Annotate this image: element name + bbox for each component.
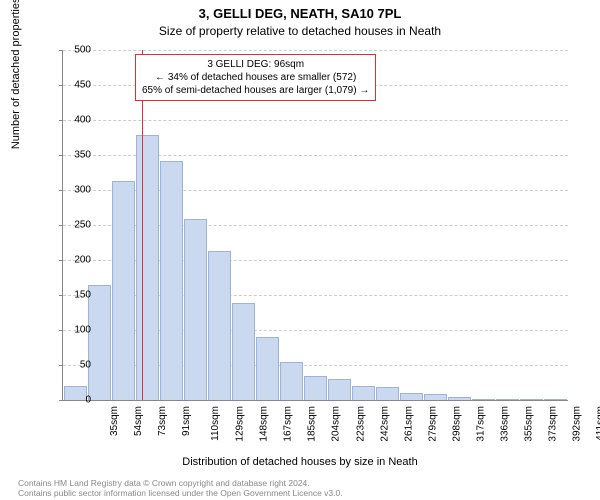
histogram-bar <box>160 161 183 400</box>
y-tick-label: 350 <box>51 150 91 161</box>
bars-container <box>63 50 568 400</box>
y-tick-label: 250 <box>51 220 91 231</box>
histogram-bar <box>280 362 303 401</box>
footer-line1: Contains HM Land Registry data © Crown c… <box>18 478 343 488</box>
annotation-callout: 3 GELLI DEG: 96sqm ← 34% of detached hou… <box>135 54 376 101</box>
histogram-bar <box>232 303 255 400</box>
y-tick-label: 200 <box>51 255 91 266</box>
x-axis-title: Distribution of detached houses by size … <box>0 456 600 468</box>
histogram-bar <box>208 251 231 400</box>
property-marker-line <box>142 50 143 400</box>
histogram-bar <box>400 393 423 400</box>
annotation-line1: 3 GELLI DEG: 96sqm <box>142 58 369 71</box>
annotation-line2: ← 34% of detached houses are smaller (57… <box>142 71 369 84</box>
y-tick-label: 300 <box>51 185 91 196</box>
x-tick-label: 204sqm <box>331 406 342 442</box>
footer-attribution: Contains HM Land Registry data © Crown c… <box>18 478 343 498</box>
x-tick-label: 91sqm <box>181 406 192 436</box>
x-tick-label: 110sqm <box>210 406 221 441</box>
x-tick-label: 54sqm <box>133 406 144 436</box>
y-tick-label: 0 <box>51 395 91 406</box>
x-tick-label: 392sqm <box>572 406 583 442</box>
x-tick-label: 148sqm <box>259 406 270 442</box>
histogram-bar <box>328 379 351 400</box>
y-tick-label: 450 <box>51 80 91 91</box>
histogram-bar <box>496 399 519 400</box>
histogram-bar <box>448 397 471 400</box>
histogram-bar <box>184 219 207 400</box>
x-tick-label: 298sqm <box>451 406 462 442</box>
x-tick-label: 336sqm <box>499 406 510 442</box>
x-tick-label: 279sqm <box>427 406 438 442</box>
histogram-bar <box>424 394 447 400</box>
x-tick-label: 317sqm <box>475 406 486 442</box>
y-tick-label: 50 <box>51 360 91 371</box>
x-tick-label: 411sqm <box>595 406 600 441</box>
y-tick-label: 150 <box>51 290 91 301</box>
histogram-bar <box>136 135 159 400</box>
y-axis-title: Number of detached properties <box>10 0 22 149</box>
x-tick-label: 261sqm <box>403 406 414 442</box>
x-tick-label: 129sqm <box>235 406 246 442</box>
x-tick-label: 355sqm <box>523 406 534 442</box>
histogram-bar <box>352 386 375 400</box>
y-tick-label: 100 <box>51 325 91 336</box>
chart-plot-area: 35sqm54sqm73sqm91sqm110sqm129sqm148sqm16… <box>62 50 568 401</box>
x-tick-label: 167sqm <box>283 406 294 442</box>
y-tick-label: 500 <box>51 45 91 56</box>
chart-title-main: 3, GELLI DEG, NEATH, SA10 7PL <box>0 6 600 21</box>
histogram-bar <box>304 376 327 401</box>
annotation-line3: 65% of semi-detached houses are larger (… <box>142 84 369 97</box>
x-tick-label: 373sqm <box>547 406 558 442</box>
x-tick-label: 223sqm <box>355 406 366 442</box>
footer-line2: Contains public sector information licen… <box>18 488 343 498</box>
histogram-bar <box>256 337 279 400</box>
histogram-bar <box>472 399 495 400</box>
histogram-bar <box>520 399 543 400</box>
histogram-bar <box>544 399 567 400</box>
x-tick-label: 73sqm <box>157 406 168 436</box>
x-tick-label: 35sqm <box>109 406 120 436</box>
histogram-bar <box>112 181 135 400</box>
histogram-bar <box>88 285 111 401</box>
histogram-bar <box>376 387 399 400</box>
x-tick-label: 185sqm <box>307 406 318 442</box>
y-tick-label: 400 <box>51 115 91 126</box>
x-tick-label: 242sqm <box>379 406 390 442</box>
chart-title-sub: Size of property relative to detached ho… <box>0 24 600 38</box>
